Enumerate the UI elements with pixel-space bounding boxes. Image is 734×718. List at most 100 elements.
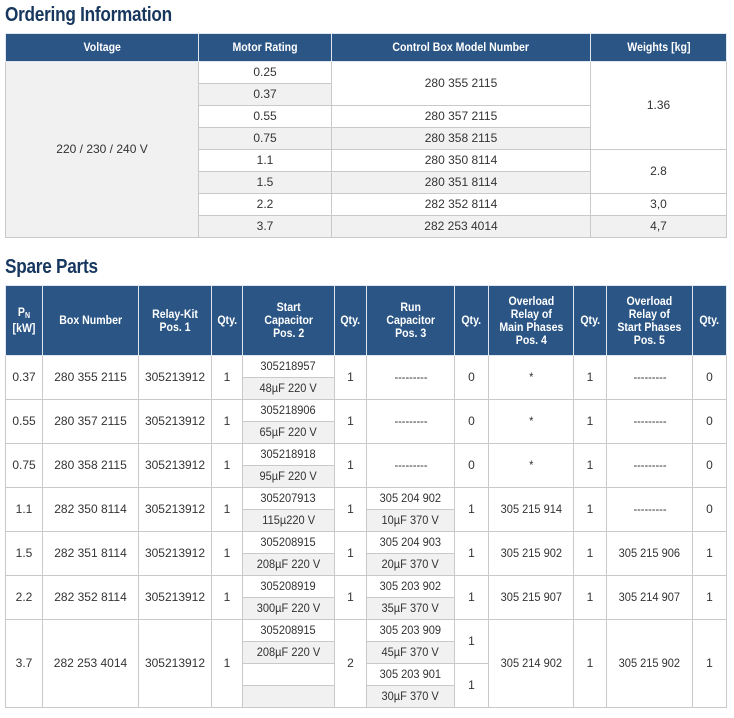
run-capacitor-part: 305 203 902 [366, 575, 455, 598]
qty-cell: 0 [692, 355, 727, 400]
start-capacitor-spec: 300µF 220 V [242, 597, 335, 620]
qty-cell: 0 [454, 443, 489, 488]
overload-main-cell: 305 214 902 [488, 619, 574, 708]
box-number-cell: 280 358 2115 [42, 443, 139, 488]
box-number-cell: 280 357 2115 [42, 399, 139, 444]
qty-cell: 0 [454, 399, 489, 444]
header-weights: Weights [kg] [590, 33, 727, 62]
start-capacitor-spec: 208µF 220 V [242, 553, 335, 576]
overload-start-cell: --------- [606, 487, 693, 532]
box-number-cell: 282 352 8114 [42, 575, 139, 620]
overload-main-cell: * [488, 443, 574, 488]
ordering-table: Voltage Motor Rating Control Box Model N… [5, 33, 727, 238]
table-row: 1.5 282 351 8114 305213912 1 305208915 1 305 2… [5, 531, 727, 576]
model-cell: 280 355 2115 [331, 61, 591, 106]
qty-cell: 1 [692, 531, 727, 576]
qty-cell: 1 [573, 487, 607, 532]
model-cell: 280 351 8114 [331, 171, 591, 194]
weight-cell: 4,7 [590, 215, 727, 238]
pn-cell: 0.55 [5, 399, 43, 444]
qty-cell: 1 [211, 531, 243, 576]
header-qty: Qty. [692, 285, 727, 356]
box-number-cell: 280 355 2115 [42, 355, 139, 400]
ordering-header-row: Voltage Motor Rating Control Box Model N… [5, 33, 727, 62]
qty-cell: 1 [211, 487, 243, 532]
qty-cell: 1 [573, 575, 607, 620]
header-overload-start: Overload Relay of Start Phases Pos. 5 [606, 285, 693, 356]
overload-main-cell: 305 215 914 [488, 487, 574, 532]
qty-cell: 1 [573, 531, 607, 576]
header-motor-rating: Motor Rating [198, 33, 332, 62]
run-capacitor-part: --------- [366, 355, 455, 400]
start-capacitor-spec: 65µF 220 V [242, 421, 335, 444]
start-capacitor-part: 305218906 [242, 399, 335, 422]
table-row: 208µF 220 V 20µF 370 V [6, 553, 727, 576]
table-row: 208µF 220 V 45µF 370 V [6, 641, 727, 664]
overload-start-cell: --------- [606, 443, 693, 488]
run-capacitor-part: --------- [366, 399, 455, 444]
table-row: 0.75 280 358 2115 305213912 1 305218918 1 ----… [5, 443, 727, 488]
header-voltage: Voltage [5, 33, 199, 62]
table-row: 3.7 282 253 4014 4,7 [6, 215, 727, 238]
header-qty: Qty. [454, 285, 489, 356]
overload-start-cell: 305 215 902 [606, 619, 693, 708]
overload-main-cell: 305 215 902 [488, 531, 574, 576]
rating-cell: 3.7 [198, 215, 332, 238]
qty-cell: 1 [334, 355, 367, 400]
header-qty: Qty. [211, 285, 243, 356]
model-cell: 282 253 4014 [331, 215, 591, 238]
header-start-capacitor: Start Capacitor Pos. 2 [242, 285, 335, 356]
spare-parts-title: Spare Parts [5, 256, 98, 278]
table-row: 2.2 282 352 8114 3,0 [6, 193, 727, 216]
qty-cell: 1 [211, 575, 243, 620]
header-relay-kit: Relay-Kit Pos. 1 [138, 285, 212, 356]
header-control-box-model: Control Box Model Number [331, 33, 591, 62]
table-row: 1.1 280 350 8114 2.8 [6, 149, 727, 194]
table-row: 0.55 280 357 2115 305213912 1 305218906 1 ----… [5, 399, 727, 444]
voltage-cell: 220 / 230 / 240 V [5, 61, 199, 238]
spare-parts-table: PN [kW] Box Number Relay-Kit Pos. 1 Qty. S… [5, 285, 727, 708]
pn-cell: 2.2 [5, 575, 43, 620]
overload-start-cell: --------- [606, 399, 693, 444]
table-row: 300µF 220 V 35µF 370 V [6, 597, 727, 620]
run-capacitor-part: --------- [366, 443, 455, 488]
ordering-title: Ordering Information [5, 4, 172, 26]
model-cell: 280 358 2115 [331, 127, 591, 150]
start-capacitor-blank [242, 685, 335, 708]
run-capacitor-spec: 45µF 370 V [366, 641, 455, 664]
start-capacitor-blank [242, 663, 335, 686]
table-row: 3.7 282 253 4014 305213912 1 305208915 2… [5, 619, 727, 708]
box-number-cell: 282 253 4014 [42, 619, 139, 708]
qty-cell: 2 [334, 619, 367, 708]
qty-cell: 1 [211, 619, 243, 708]
table-row: 0.75 280 358 2115 [6, 127, 727, 150]
qty-cell: 1 [573, 355, 607, 400]
header-box-number: Box Number [42, 285, 139, 356]
qty-cell: 1 [573, 619, 607, 708]
header-pn: PN [kW] [5, 285, 43, 356]
qty-cell: 1 [692, 619, 727, 708]
relay-kit-cell: 305213912 [138, 487, 212, 532]
qty-cell: 1 [573, 443, 607, 488]
start-capacitor-part: 305218918 [242, 443, 335, 466]
qty-cell: 1 [334, 487, 367, 532]
pn-cell: 3.7 [5, 619, 43, 708]
start-capacitor-part: 305208915 [242, 619, 335, 642]
rating-cell: 1.1 [198, 149, 332, 172]
overload-main-cell: * [488, 355, 574, 400]
qty-cell: 1 [454, 619, 489, 664]
start-capacitor-spec: 95µF 220 V [242, 465, 335, 488]
run-capacitor-part: 305 203 901 [366, 663, 455, 686]
relay-kit-cell: 305213912 [138, 399, 212, 444]
table-row: 220 / 230 / 240 V 0.25 280 355 2115 1.36 [5, 61, 727, 238]
rating-cell: 0.55 [198, 105, 332, 128]
table-row: 1.1 282 350 8114 305213912 1 305207913 1 305 2… [5, 487, 727, 532]
rating-cell: 2.2 [198, 193, 332, 216]
start-capacitor-part: 305207913 [242, 487, 335, 510]
weight-cell: 2.8 [590, 149, 727, 194]
start-capacitor-part: 305218957 [242, 355, 335, 378]
table-row: 48µF 220 V [6, 377, 727, 400]
header-qty: Qty. [334, 285, 367, 356]
qty-cell: 0 [692, 399, 727, 444]
box-number-cell: 282 351 8114 [42, 531, 139, 576]
